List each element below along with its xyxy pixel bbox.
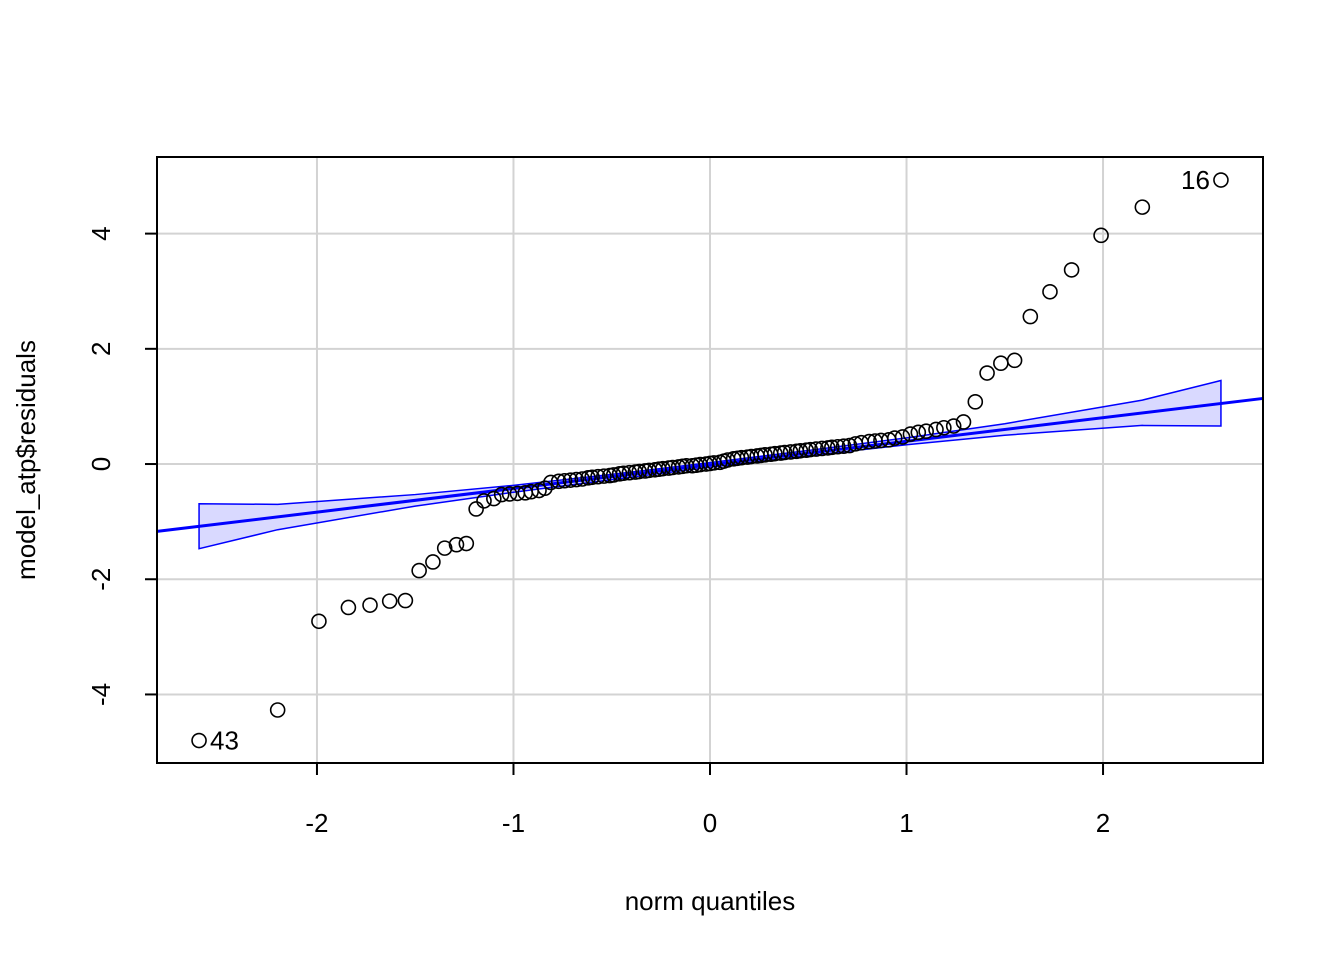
data-point — [814, 440, 830, 457]
data-point — [776, 444, 793, 461]
y-tick-label: 0 — [86, 457, 116, 471]
data-point — [902, 426, 919, 442]
data-point — [1042, 283, 1058, 300]
y-tick-label: -4 — [86, 683, 116, 706]
data-point — [655, 460, 671, 477]
data-point — [311, 613, 327, 630]
data-point — [425, 554, 441, 570]
reference-line — [156, 396, 1264, 533]
data-point — [436, 540, 453, 556]
data-point — [362, 597, 378, 613]
data-point — [596, 468, 612, 484]
data-point — [802, 441, 819, 458]
data-point — [584, 469, 600, 486]
data-point — [574, 471, 591, 487]
data-point — [556, 472, 573, 489]
data-point — [824, 439, 840, 456]
data-point — [967, 394, 984, 410]
data-point — [397, 592, 414, 609]
y-tick-label: 2 — [86, 342, 116, 356]
data-point — [615, 465, 632, 482]
y-axis-label: model_atp$residuals — [11, 340, 41, 580]
data-point — [621, 464, 638, 481]
data-point — [993, 355, 1009, 372]
data-point — [468, 501, 484, 517]
data-point — [458, 535, 475, 552]
data-point — [936, 419, 952, 436]
data-point — [476, 493, 492, 509]
data-point — [808, 441, 824, 457]
data-point — [886, 430, 903, 446]
data-point — [757, 447, 773, 463]
data-point — [381, 593, 398, 609]
y-tick-label: 4 — [86, 226, 116, 240]
x-tick-label: 2 — [1096, 808, 1110, 838]
data-point — [631, 463, 648, 480]
data-point — [955, 414, 972, 430]
data-point — [269, 702, 286, 718]
data-point — [792, 442, 809, 459]
x-tick-label: -2 — [305, 808, 328, 838]
data-point — [191, 732, 207, 749]
data-point — [537, 480, 553, 497]
x-tick-label: 1 — [899, 808, 913, 838]
data-point — [861, 433, 877, 450]
x-tick-label: 0 — [703, 808, 717, 838]
point-label: 16 — [1181, 165, 1210, 195]
data-point — [928, 421, 944, 438]
x-axis-label: norm quantiles — [625, 886, 796, 916]
data-point — [945, 418, 962, 434]
data-point — [1134, 199, 1151, 215]
data-point — [782, 444, 799, 460]
data-point — [340, 599, 357, 616]
data-point — [1006, 352, 1023, 369]
data-point — [590, 468, 606, 485]
data-point — [1022, 308, 1039, 325]
data-point — [910, 424, 927, 441]
data-point — [835, 438, 852, 454]
data-point — [767, 445, 783, 462]
x-tick-label: -1 — [502, 808, 525, 838]
data-point — [1213, 172, 1229, 188]
data-point — [733, 449, 750, 466]
data-point — [841, 437, 858, 454]
plot-frame — [156, 156, 1264, 764]
data-point — [918, 423, 934, 439]
data-point — [448, 536, 465, 553]
data-point — [605, 467, 622, 483]
data-point — [501, 486, 518, 502]
data-point — [562, 472, 579, 488]
data-point — [829, 438, 846, 455]
data-point — [411, 562, 427, 579]
y-tick-label: -2 — [86, 568, 116, 591]
data-point — [979, 365, 995, 381]
data-point — [1063, 262, 1080, 278]
data-point — [550, 473, 567, 490]
data-point — [894, 429, 911, 445]
data-point — [1093, 227, 1109, 244]
point-label: 43 — [210, 726, 239, 756]
data-point — [486, 490, 502, 507]
data-point — [568, 471, 585, 488]
data-point — [493, 486, 510, 503]
